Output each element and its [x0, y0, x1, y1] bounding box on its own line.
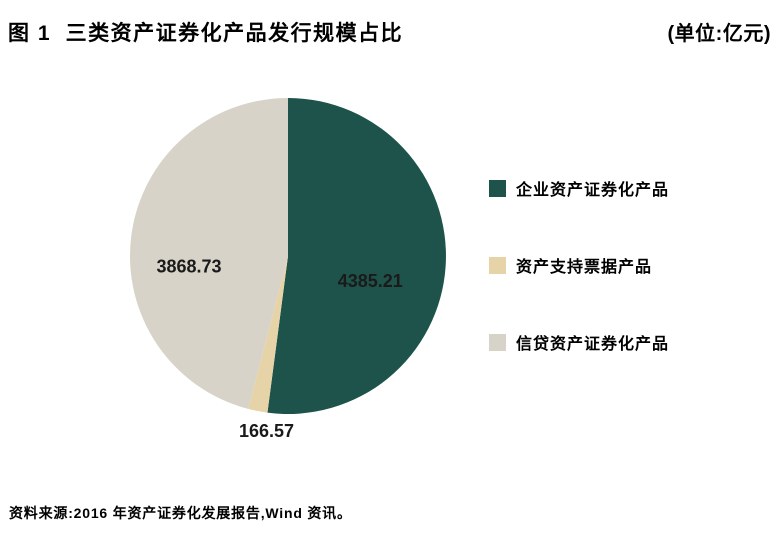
legend-swatch-icon — [489, 333, 506, 351]
slice-value-label: 4385.21 — [338, 271, 403, 291]
pie-chart: 4385.21 166.57 3868.73 — [129, 98, 446, 441]
pie-slice-0 — [267, 98, 446, 414]
legend-swatch-icon — [489, 179, 506, 197]
source-note: 资料来源:2016 年资产证券化发展报告,Wind 资讯。 — [9, 505, 352, 521]
legend-swatch-icon — [489, 256, 506, 274]
unit-label: (单位:亿元) — [667, 23, 771, 45]
legend-label: 企业资产证券化产品 — [516, 182, 670, 199]
pie-slice-1 — [248, 256, 288, 413]
figure-title: 图 1 三类资产证券化产品发行规模占比 — [8, 22, 404, 45]
slice-value-label: 166.57 — [239, 421, 294, 441]
slice-value-label: 3868.73 — [156, 256, 221, 276]
legend: 企业资产证券化产品 资产支持票据产品 信贷资产证券化产品 — [489, 176, 669, 354]
figure-header: 图 1 三类资产证券化产品发行规模占比 (单位:亿元) — [8, 17, 771, 47]
legend-label: 资产支持票据产品 — [516, 259, 653, 276]
pie-slice-2 — [129, 98, 288, 409]
legend-item-enterprise-abs: 企业资产证券化产品 — [489, 176, 669, 200]
legend-item-credit-abs: 信贷资产证券化产品 — [489, 330, 669, 354]
legend-item-abn: 资产支持票据产品 — [489, 253, 669, 277]
legend-label: 信贷资产证券化产品 — [516, 336, 670, 353]
